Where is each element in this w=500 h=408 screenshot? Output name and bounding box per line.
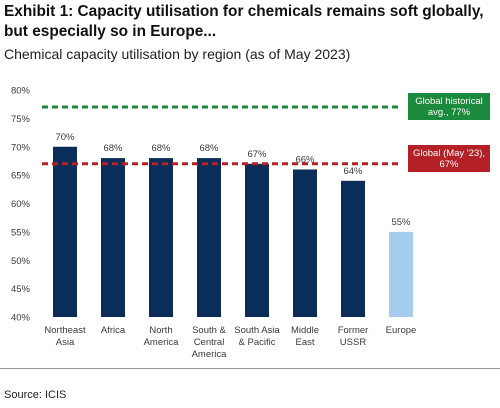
reference-line-label: Global (May '23),	[413, 148, 485, 159]
bar	[149, 158, 173, 317]
reference-line-label: Global historical	[415, 96, 483, 107]
bar	[293, 169, 317, 317]
category-label: North	[149, 325, 172, 336]
category-label: America	[144, 337, 180, 348]
category-label: South &	[192, 325, 226, 336]
y-tick-label: 40%	[11, 313, 31, 324]
y-tick-label: 55%	[11, 227, 31, 238]
y-tick-label: 50%	[11, 256, 31, 267]
y-tick-label: 60%	[11, 199, 31, 210]
bar	[53, 146, 77, 317]
reference-line-label: 67%	[439, 159, 459, 170]
chart-title: Exhibit 1: Capacity utilisation for chem…	[4, 2, 498, 42]
source-divider	[0, 368, 500, 369]
category-label: Africa	[101, 325, 126, 336]
y-tick-label: 70%	[11, 142, 31, 153]
source-note: Source: ICIS	[4, 389, 67, 401]
bar	[197, 158, 221, 317]
y-tick-label: 80%	[11, 86, 31, 97]
reference-line-label-box	[408, 145, 490, 172]
data-label: 68%	[151, 143, 171, 154]
chart-subtitle: Chemical capacity utilisation by region …	[4, 46, 351, 62]
bar	[245, 163, 269, 317]
data-label: 68%	[199, 143, 219, 154]
chart-title-line2: but especially so in Europe...	[4, 23, 217, 40]
data-label: 70%	[55, 132, 75, 143]
reference-line-label-box	[408, 93, 490, 120]
data-label: 68%	[103, 143, 123, 154]
data-label: 64%	[343, 166, 363, 177]
category-label: East	[295, 337, 314, 348]
category-label: Europe	[386, 325, 417, 336]
category-label: South Asia	[234, 325, 280, 336]
bar	[341, 180, 365, 317]
bar	[389, 231, 413, 317]
y-tick-label: 75%	[11, 114, 31, 125]
bar	[101, 158, 125, 317]
category-label: America	[192, 349, 228, 360]
y-tick-label: 65%	[11, 171, 31, 182]
category-label: Central	[194, 337, 225, 348]
category-label: Former	[338, 325, 369, 336]
reference-line-label: avg., 77%	[428, 107, 471, 118]
bar-chart: 40%45%50%55%60%65%70%75%80%70%NortheastA…	[11, 86, 490, 360]
category-label: USSR	[340, 337, 367, 348]
chart-title-line1: Exhibit 1: Capacity utilisation for chem…	[4, 3, 484, 20]
data-label: 66%	[295, 154, 315, 165]
category-label: & Pacific	[239, 337, 276, 348]
data-label: 55%	[391, 217, 411, 228]
y-tick-label: 45%	[11, 284, 31, 295]
data-label: 67%	[247, 149, 267, 160]
category-label: Middle	[291, 325, 319, 336]
category-label: Asia	[56, 337, 75, 348]
category-label: Northeast	[44, 325, 86, 336]
